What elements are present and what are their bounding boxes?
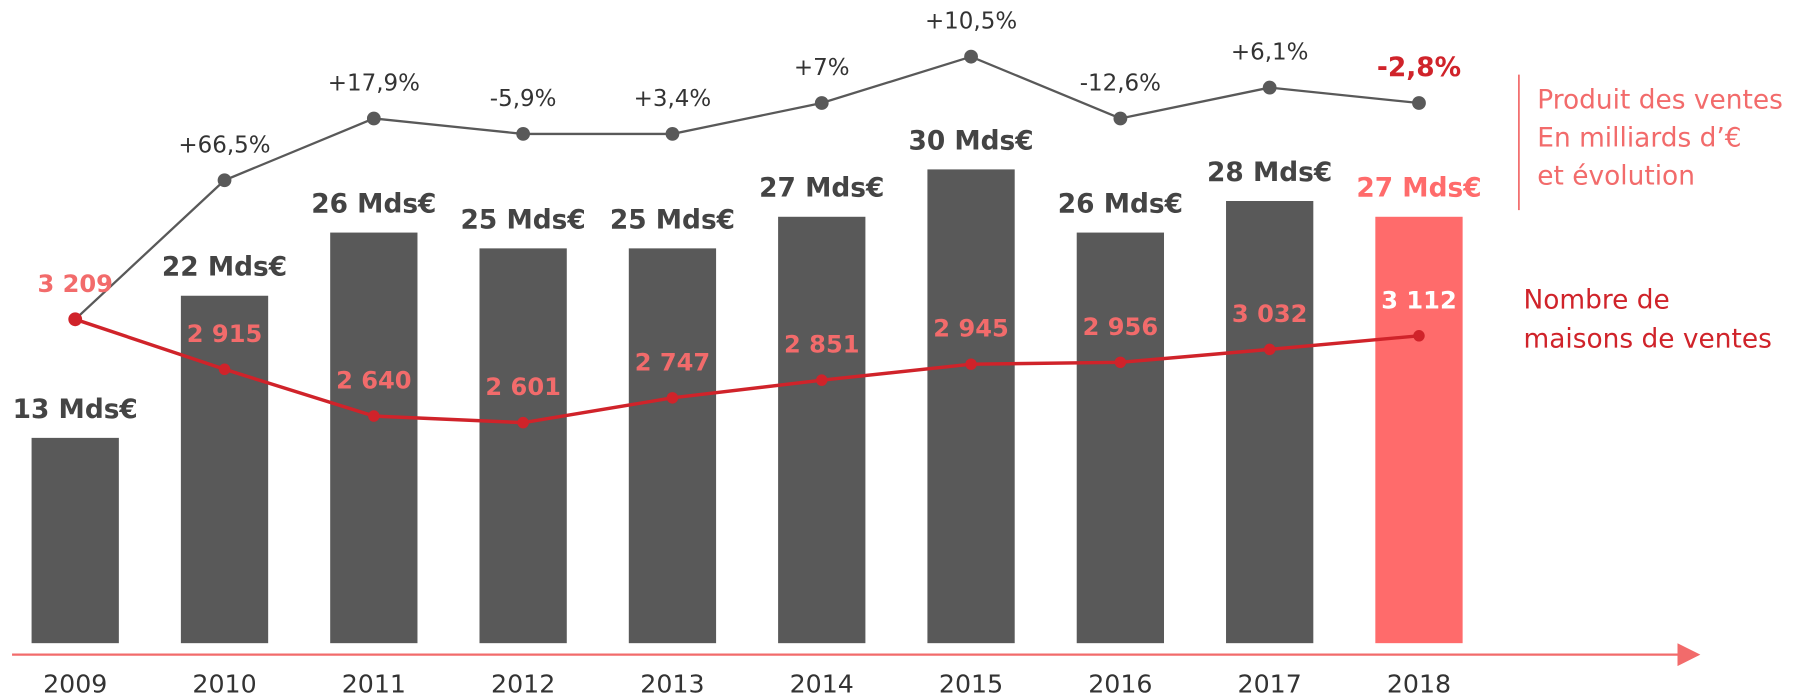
evolution-point — [814, 96, 829, 110]
bar-label: 26 Mds€ — [311, 189, 436, 220]
evolution-point — [1113, 111, 1128, 126]
x-tick-label: 2014 — [790, 670, 854, 696]
count-label: 2 640 — [336, 367, 411, 395]
count-point — [218, 363, 231, 376]
evolution-point — [516, 127, 531, 141]
bar — [330, 232, 418, 644]
bar — [1226, 200, 1314, 644]
count-label: 3 032 — [1232, 300, 1308, 328]
legend-label: et évolution — [1537, 160, 1695, 191]
count-point — [517, 416, 529, 429]
evolution-label: +17,9% — [328, 71, 420, 97]
evolution-point — [665, 127, 680, 141]
evolution-label: +10,5% — [925, 9, 1017, 35]
bar-label: 27 Mds€ — [1356, 173, 1481, 204]
count-label: 2 956 — [1083, 313, 1159, 341]
x-tick-label: 2009 — [43, 670, 107, 696]
x-tick-label: 2010 — [192, 670, 256, 696]
legend-label: Produit des ventes — [1537, 85, 1783, 116]
count-label: 2 851 — [784, 331, 860, 359]
legend-label: maisons de ventes — [1523, 323, 1771, 354]
evolution-point — [217, 173, 232, 188]
x-tick-label: 2017 — [1238, 670, 1302, 696]
count-point — [368, 410, 380, 422]
bar-label: 25 Mds€ — [461, 204, 586, 235]
bar — [778, 216, 866, 644]
x-tick-label: 2012 — [491, 670, 555, 696]
bar — [31, 437, 119, 644]
count-label: 2 915 — [187, 320, 263, 348]
evolution-label: +6,1% — [1231, 40, 1309, 66]
bar — [1375, 216, 1463, 644]
x-tick-label: 2016 — [1088, 670, 1152, 696]
count-point — [1114, 356, 1127, 369]
evolution-point — [964, 49, 978, 64]
bar — [180, 295, 269, 644]
x-tick-label: 2018 — [1387, 670, 1451, 696]
x-tick-label: 2011 — [342, 670, 406, 696]
evolution-label: -12,6% — [1080, 71, 1161, 97]
bar-label: 13 Mds€ — [13, 394, 138, 425]
evolution-line — [74, 55, 1420, 321]
evolution-label: +7% — [794, 55, 850, 81]
evolution-label: -2,8% — [1377, 52, 1461, 83]
bar — [628, 248, 717, 644]
bar-label: 30 Mds€ — [908, 125, 1033, 156]
count-point — [1413, 330, 1425, 342]
count-point — [816, 374, 828, 386]
legend-label: En milliards d’€ — [1537, 122, 1741, 153]
bar-label: 27 Mds€ — [759, 173, 884, 204]
x-tick-label: 2013 — [640, 670, 704, 696]
count-label: 2 747 — [635, 348, 711, 376]
bar — [927, 169, 1015, 644]
evolution-label: +3,4% — [634, 86, 712, 112]
count-point — [666, 392, 679, 404]
bar-label: 22 Mds€ — [162, 252, 287, 283]
legend-label: Nombre de — [1523, 284, 1669, 315]
count-point — [1263, 343, 1276, 356]
bar-label: 26 Mds€ — [1058, 189, 1183, 220]
evolution-point — [1262, 80, 1277, 95]
x-tick-label: 2015 — [939, 670, 1003, 696]
bar-label: 28 Mds€ — [1207, 157, 1332, 188]
evolution-label: -5,9% — [490, 86, 557, 112]
evolution-point — [1412, 96, 1426, 110]
count-point — [68, 312, 83, 327]
evolution-point — [366, 111, 381, 126]
bar — [479, 248, 567, 644]
count-label: 3 112 — [1381, 286, 1457, 314]
count-label: 2 945 — [933, 315, 1009, 343]
count-label: 3 209 — [37, 270, 113, 298]
bar — [1076, 232, 1165, 644]
count-line — [74, 317, 1420, 425]
count-point — [965, 358, 977, 370]
evolution-label: +66,5% — [178, 132, 270, 158]
bar-label: 25 Mds€ — [610, 204, 735, 235]
count-label: 2 601 — [485, 373, 561, 401]
